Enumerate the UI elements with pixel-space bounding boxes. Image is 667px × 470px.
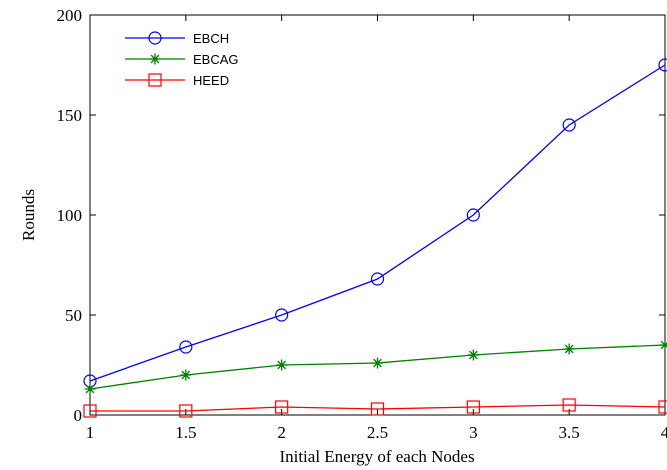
- data-point-heed: [275, 400, 289, 414]
- data-point-heed: [83, 404, 97, 418]
- data-point-ebcag: [467, 349, 479, 361]
- x-tick-label: 3: [469, 423, 478, 442]
- x-tick-label: 1: [86, 423, 95, 442]
- data-point-ebch: [562, 118, 576, 132]
- data-point-ebch: [179, 340, 193, 354]
- x-tick-label: 2.5: [367, 423, 388, 442]
- data-point-heed: [370, 402, 385, 416]
- data-point-heed: [658, 400, 667, 414]
- legend-marker: [148, 73, 162, 87]
- x-tick-label: 1.5: [175, 423, 196, 442]
- data-point-ebch: [370, 272, 385, 286]
- series-line-heed: [90, 404, 666, 412]
- data-point-ebch: [658, 58, 667, 72]
- data-point-heed: [466, 400, 480, 414]
- data-point-ebcag: [276, 359, 288, 371]
- axis-ticks: 1 1.5 2 2.5 3 3.5 4 0 50 100 150 200: [57, 6, 667, 442]
- series-ebch: [83, 58, 667, 388]
- series-line-ebch: [89, 64, 666, 382]
- y-tick-label: 150: [57, 106, 83, 125]
- legend-label: EBCAG: [193, 52, 239, 67]
- legend-entry-heed: HEED: [125, 73, 229, 88]
- series-ebcag: [84, 339, 667, 395]
- data-point-ebcag: [563, 343, 575, 355]
- x-tick-label: 3.5: [559, 423, 580, 442]
- x-tick-label: 2: [277, 423, 286, 442]
- data-point-heed: [562, 398, 576, 412]
- y-tick-label: 100: [57, 206, 83, 225]
- data-point-ebcag: [372, 357, 383, 369]
- data-point-ebch: [275, 308, 289, 322]
- legend-entry-ebcag: EBCAG: [125, 52, 239, 67]
- legend-marker: [148, 31, 162, 45]
- data-point-ebcag: [659, 339, 667, 351]
- data-point-ebcag: [180, 369, 192, 381]
- series-layer: [83, 58, 667, 418]
- y-axis-label: Rounds: [19, 189, 38, 241]
- x-axis-label: Initial Energy of each Nodes: [279, 447, 474, 466]
- data-point-ebch: [466, 208, 480, 222]
- legend-box: [96, 22, 286, 92]
- y-tick-label: 50: [65, 306, 82, 325]
- legend-label: EBCH: [193, 31, 229, 46]
- legend-entry-ebch: EBCH: [125, 31, 229, 46]
- legend: EBCH EBCAG HEED: [96, 22, 286, 92]
- y-tick-label: 0: [74, 406, 83, 425]
- legend-label: HEED: [193, 73, 229, 88]
- data-point-ebcag: [84, 383, 96, 395]
- series-heed: [83, 398, 667, 418]
- y-tick-label: 200: [57, 6, 83, 25]
- data-point-heed: [179, 404, 193, 418]
- legend-marker: [149, 53, 161, 65]
- x-tick-label: 4: [661, 423, 667, 442]
